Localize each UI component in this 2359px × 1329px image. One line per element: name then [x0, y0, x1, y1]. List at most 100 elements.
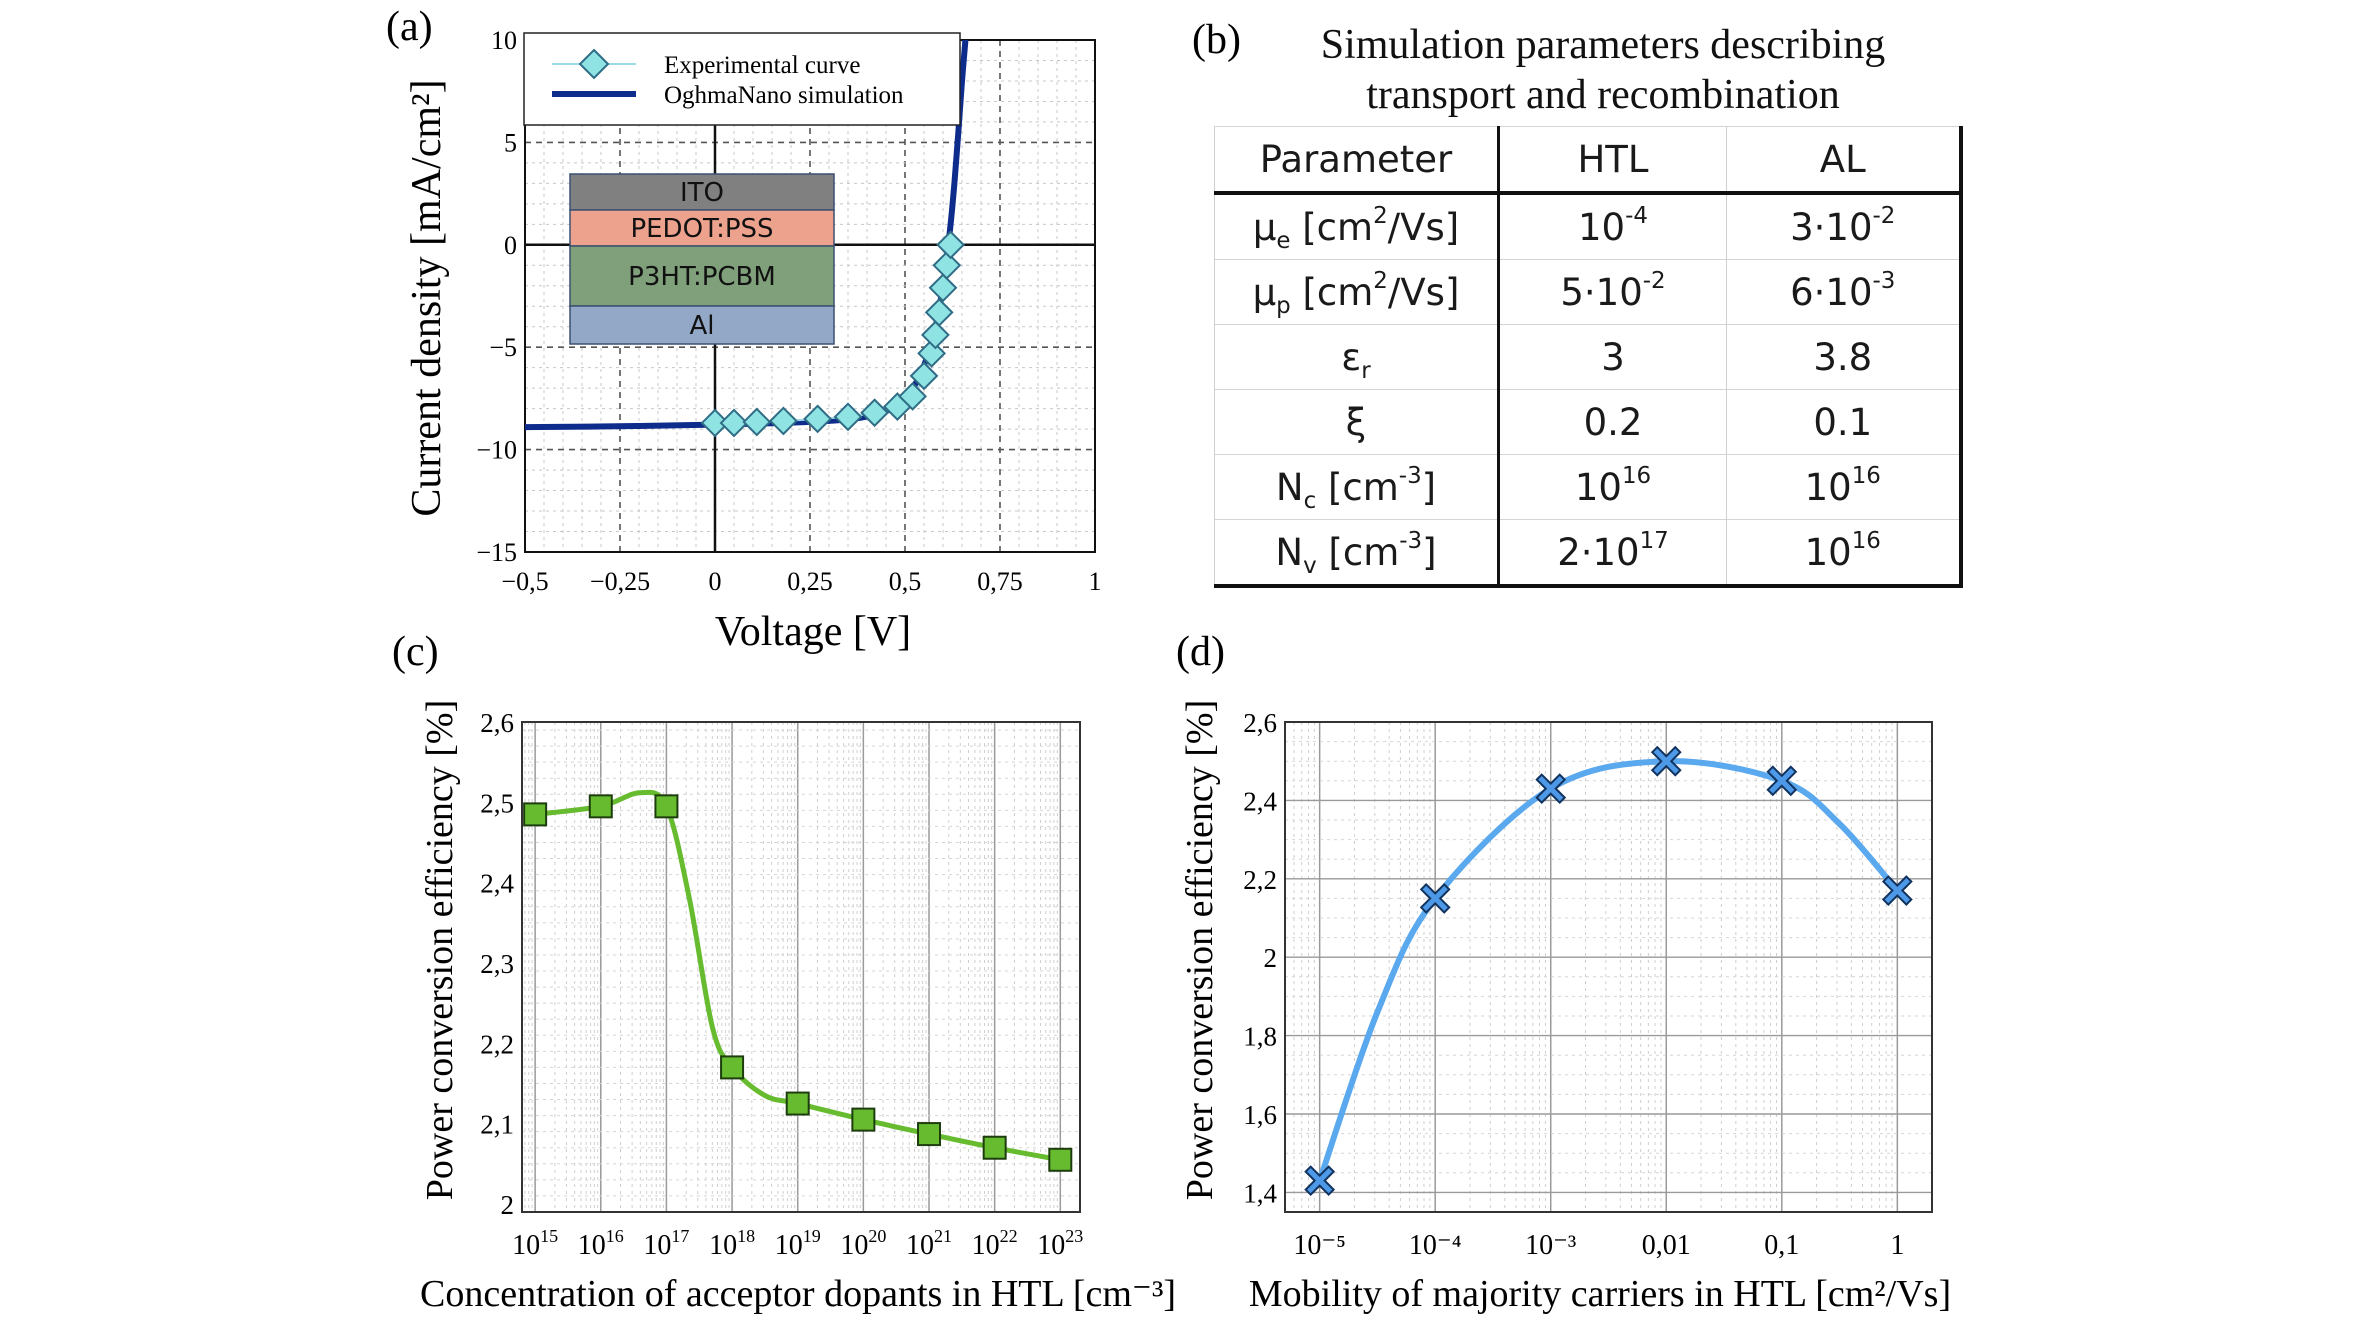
x-tick-exponent: 17 [671, 1226, 689, 1246]
x-tick-exponent: 20 [868, 1226, 886, 1246]
al-value-cell: 6·10-3 [1726, 259, 1963, 325]
y-tick-label: 2 [1264, 943, 1278, 973]
y-tick-label: 2,1 [480, 1110, 514, 1140]
mobility-pce-point [1650, 745, 1682, 777]
panel-label-c: (c) [392, 629, 439, 675]
param-unit-tail: /Vs] [1387, 205, 1460, 249]
dopants-pce-point [982, 1135, 1007, 1160]
x-tick-label: 1016 [578, 1226, 624, 1261]
table-row: ξ 0.2 0.1 [1214, 389, 1963, 455]
x-tick-exponent: 23 [1065, 1226, 1083, 1246]
y-tick-label: 2,4 [480, 869, 514, 899]
experimental-point [742, 407, 772, 437]
pce-mobility-ylabel: Power conversion efficiency [%] [1179, 700, 1221, 1201]
param-superscript: 2 [1373, 202, 1388, 229]
x-tick-label: 0 [709, 567, 722, 596]
htl-value-cell: 1016 [1498, 454, 1727, 520]
htl-value-exponent: -2 [1642, 267, 1666, 294]
x-tick-label: 1 [1890, 1230, 1904, 1261]
dopants-pce-point [720, 1055, 745, 1080]
param-subscript: c [1303, 487, 1317, 514]
x-tick-base: 10 [709, 1230, 737, 1261]
al-value-base: 6·10 [1790, 270, 1873, 314]
param-cell: εr [1214, 324, 1500, 390]
al-value-cell: 3·10-2 [1726, 192, 1963, 260]
header-al: AL [1726, 126, 1963, 195]
param-superscript: -3 [1399, 527, 1423, 554]
y-tick-label: 1,8 [1243, 1022, 1277, 1052]
y-tick-label: 2,2 [480, 1029, 514, 1059]
param-subscript: v [1303, 552, 1317, 579]
table-title-line1: Simulation parameters describing [1320, 22, 1886, 68]
y-tick-label: 2,6 [480, 708, 514, 738]
experimental-point [803, 404, 833, 434]
x-tick-label: 1022 [972, 1226, 1018, 1261]
param-unit-tail: /Vs] [1387, 270, 1460, 314]
x-tick-base: 10 [578, 1230, 606, 1261]
param-superscript: 2 [1373, 267, 1388, 294]
dopants-pce-point [851, 1107, 876, 1132]
pce-dopants-xlabel: Concentration of acceptor dopants in HTL… [420, 1273, 1176, 1315]
al-value-base: 10 [1804, 465, 1852, 509]
param-unit-tail: ] [1421, 465, 1437, 509]
table-row: Nc [cm-3] 1016 1016 [1214, 454, 1963, 520]
table-row: μp [cm2/Vs] 5·10-2 6·10-3 [1214, 259, 1963, 325]
plot-frame [1284, 721, 1933, 1213]
x-tick-base: 10 [643, 1230, 671, 1261]
y-tick-label: −10 [476, 436, 517, 465]
table-title: Simulation parameters describing transpo… [1258, 20, 1948, 120]
experimental-point [768, 406, 798, 436]
al-value-base: 0.1 [1813, 400, 1873, 444]
table-row: Nv [cm-3] 2·1017 1016 [1214, 519, 1963, 588]
al-value-exponent: -3 [1872, 267, 1896, 294]
layer-p3ht [569, 245, 835, 307]
x-tick-label: 1019 [775, 1226, 821, 1261]
htl-value-base: 0.2 [1583, 400, 1643, 444]
x-tick-exponent: 19 [803, 1226, 821, 1246]
table-row: μe [cm2/Vs] 10-4 3·10-2 [1214, 192, 1963, 260]
experimental-point [928, 273, 958, 303]
y-tick-label: 0 [504, 231, 517, 260]
y-tick-label: −15 [476, 538, 517, 567]
experimental-point [700, 408, 730, 438]
htl-value-cell: 5·10-2 [1498, 259, 1727, 325]
mobility-pce-point [1535, 773, 1567, 805]
param-superscript: -3 [1398, 462, 1422, 489]
dopants-pce-point [785, 1091, 810, 1116]
layer-pedot [569, 209, 835, 247]
htl-value-base: 2·10 [1557, 530, 1640, 574]
jv-ylabel: Current density [mA/cm²] [404, 79, 450, 516]
y-tick-label: −5 [489, 333, 517, 362]
x-tick-label: 1020 [840, 1226, 886, 1261]
x-tick-label: 1021 [906, 1226, 952, 1261]
htl-value-cell: 2·1017 [1498, 519, 1727, 588]
al-value-cell: 0.1 [1726, 389, 1963, 455]
dopants-pce-point [654, 794, 679, 819]
htl-value-exponent: -4 [1625, 202, 1648, 229]
layer-al-label: Al [689, 311, 714, 341]
x-tick-base: 10 [840, 1230, 868, 1261]
legend-box [523, 32, 961, 126]
al-value-cell: 1016 [1726, 519, 1963, 588]
experimental-point [909, 361, 939, 391]
x-tick-label: 0,25 [787, 567, 833, 596]
x-tick-base: 10 [906, 1230, 934, 1261]
x-tick-base: 10 [512, 1230, 540, 1261]
param-symbol: N [1275, 465, 1304, 509]
dopants-pce-point [917, 1122, 942, 1147]
param-symbol: μ [1252, 270, 1277, 314]
table-title-line2: transport and recombination [1366, 72, 1840, 118]
x-tick-exponent: 18 [737, 1226, 755, 1246]
layer-p3ht-label: P3HT:PCBM [628, 262, 776, 292]
param-subscript: e [1276, 227, 1291, 254]
y-tick-label: 2 [501, 1190, 515, 1220]
experimental-point [932, 250, 962, 280]
mobility-pce-point [1881, 875, 1913, 906]
legend-exp-marker [578, 48, 610, 80]
x-tick-label: 0,1 [1764, 1230, 1799, 1261]
plot-frame [521, 721, 1081, 1213]
mobility-pce-line [1316, 758, 1900, 1182]
